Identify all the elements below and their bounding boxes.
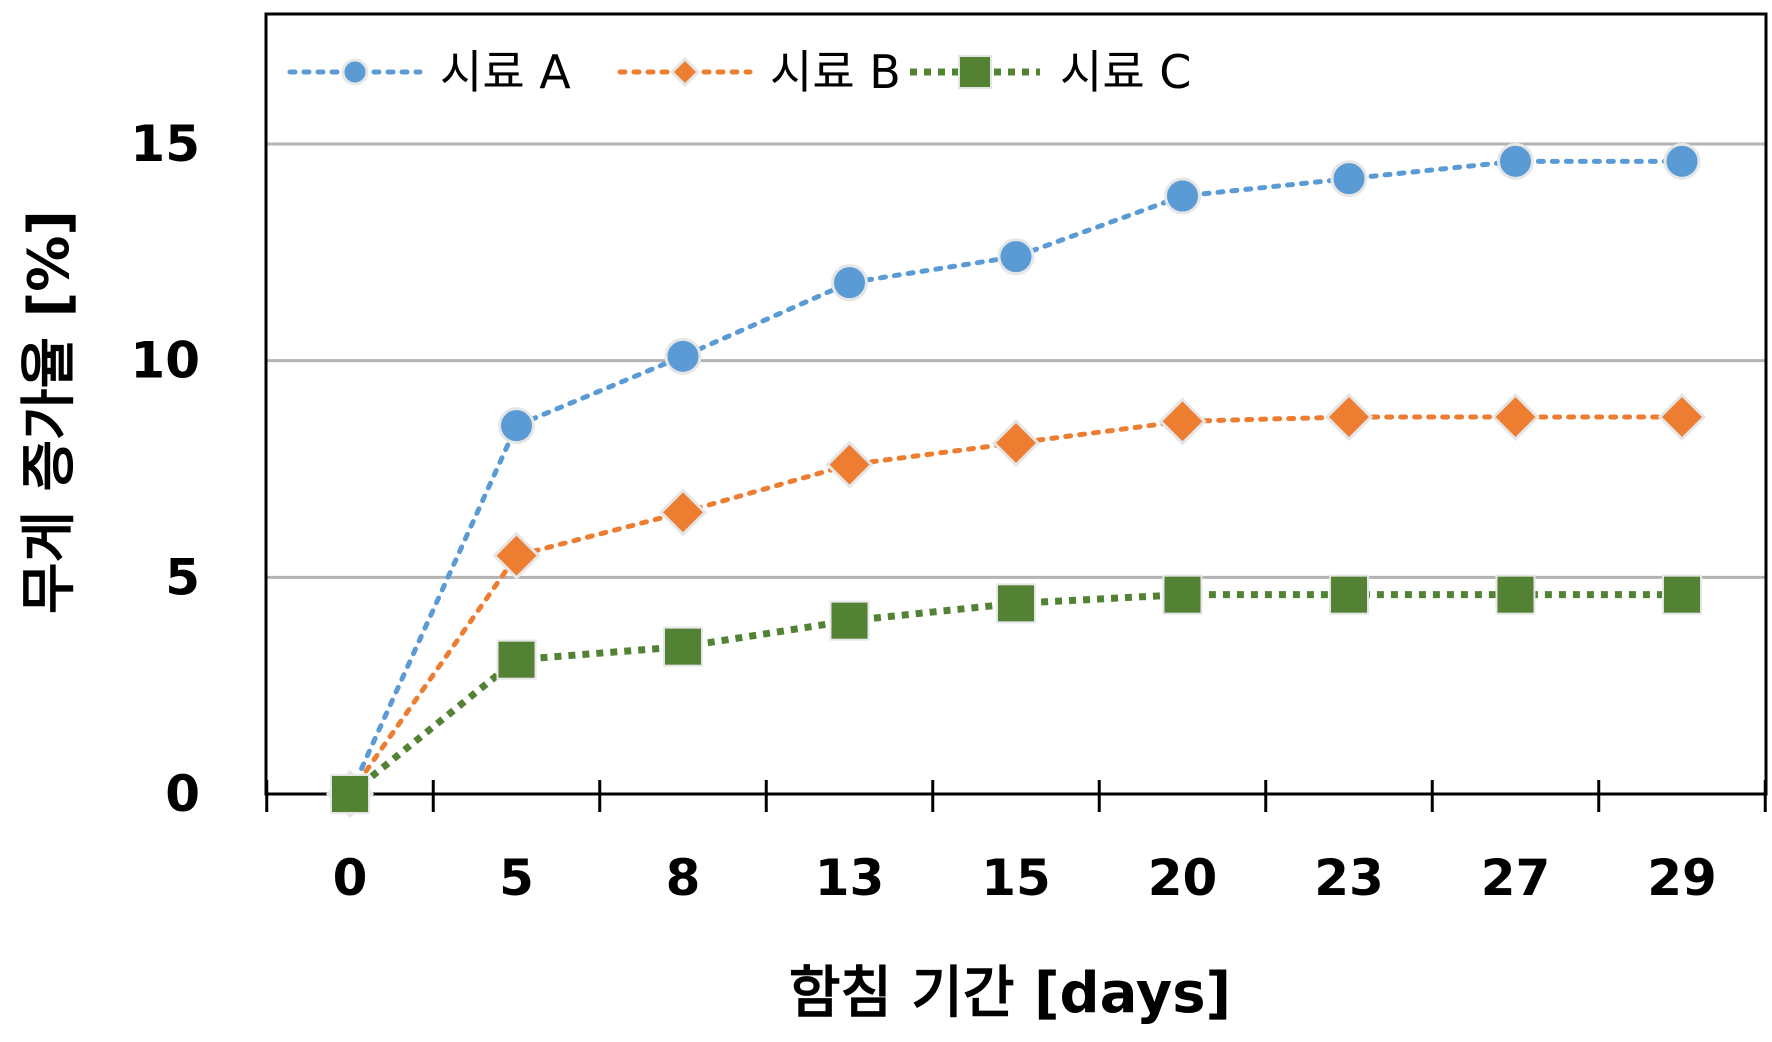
data-point — [330, 774, 370, 814]
series-c — [330, 574, 1702, 814]
data-point — [958, 55, 992, 89]
x-tick-label: 23 — [1314, 849, 1384, 907]
data-point — [496, 639, 537, 680]
data-point — [825, 440, 874, 489]
legend: 시료 A 시료 B 시료 C — [287, 45, 1191, 99]
legend-label: 시료 C — [1060, 45, 1191, 99]
x-tick-label: 0 — [333, 849, 368, 907]
data-point — [996, 583, 1036, 624]
data-point — [1329, 574, 1369, 615]
legend-label: 시료 A — [440, 45, 571, 99]
data-point — [1324, 392, 1374, 442]
data-point — [658, 488, 708, 537]
series-layer — [325, 142, 1707, 819]
x-axis-title: 함침 기간 [days] — [789, 961, 1231, 1026]
y-tick-label: 15 — [130, 115, 200, 173]
x-axis — [265, 780, 1767, 812]
legend-label: 시료 B — [770, 45, 901, 99]
data-point — [1657, 392, 1707, 442]
y-axis-title: 무게 증가율 [%] — [17, 210, 82, 614]
legend-item-a: 시료 A — [287, 45, 571, 99]
data-point — [663, 626, 703, 667]
data-point — [1164, 177, 1201, 215]
x-tick-label: 13 — [815, 849, 885, 907]
series-line — [347, 158, 1685, 797]
gridlines — [266, 142, 1766, 579]
y-tick-label: 5 — [165, 548, 200, 606]
data-point — [831, 264, 868, 302]
data-point — [1495, 574, 1536, 615]
data-point — [997, 238, 1035, 276]
x-tick-labels: 0 5 8 13 15 20 23 27 29 — [333, 849, 1717, 907]
data-point — [1663, 142, 1701, 180]
x-tick-label: 27 — [1481, 849, 1551, 907]
x-tick-label: 15 — [981, 849, 1051, 907]
series-line — [347, 591, 1682, 797]
data-point — [1497, 142, 1534, 180]
data-point — [991, 418, 1041, 468]
data-point — [498, 407, 535, 445]
y-tick-labels: 0 5 10 15 — [130, 115, 200, 823]
data-point — [1330, 160, 1368, 198]
data-point — [669, 56, 701, 88]
data-point — [664, 337, 702, 375]
x-tick-label: 5 — [499, 849, 534, 907]
data-point — [341, 58, 369, 86]
data-point — [1662, 574, 1702, 615]
data-point — [1491, 392, 1540, 442]
data-point — [1162, 574, 1203, 615]
x-tick-label: 8 — [666, 849, 701, 907]
x-tick-label: 20 — [1148, 849, 1218, 907]
y-tick-label: 0 — [165, 765, 200, 823]
data-point — [829, 600, 870, 641]
legend-item-b: 시료 B — [617, 45, 901, 99]
data-point — [1158, 397, 1207, 446]
x-tick-label: 29 — [1647, 849, 1717, 907]
series-a — [331, 142, 1701, 813]
data-point — [492, 531, 541, 580]
y-tick-label: 10 — [130, 332, 200, 390]
legend-item-c: 시료 C — [910, 45, 1191, 99]
